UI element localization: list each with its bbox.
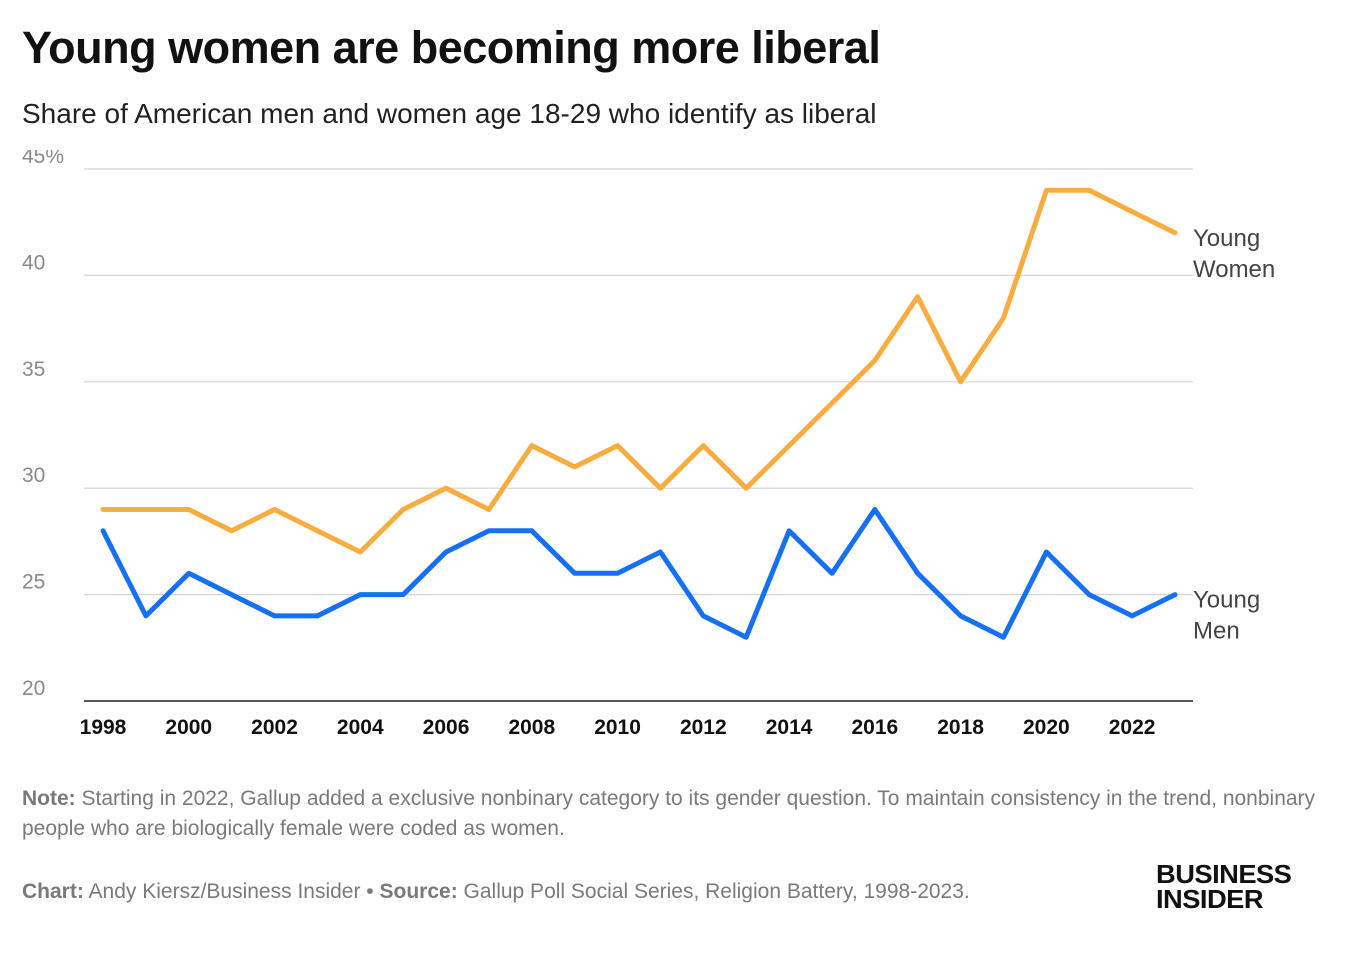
x-tick-label: 2018 <box>937 716 984 739</box>
series-line-young-women <box>100 187 1178 555</box>
x-axis: 1998 2000 2002 2004 2006 2008 2010 2012 2014 2016… <box>80 716 1156 739</box>
series-label-young-women: Young <box>1193 225 1260 252</box>
series-labels: Young Women Young Men <box>1193 225 1275 645</box>
x-tick-label: 2010 <box>594 716 641 739</box>
y-tick-label: 45% <box>22 150 64 168</box>
logo-line-1: BUSINESS <box>1156 859 1292 889</box>
x-tick-label: 2008 <box>508 716 555 739</box>
x-tick-label: 2014 <box>766 716 813 739</box>
source-text: Gallup Poll Social Series, Religion Batt… <box>457 880 970 903</box>
x-tick-label: 1998 <box>80 716 127 739</box>
series-label-young-men: Men <box>1193 618 1240 645</box>
gridlines <box>84 168 1193 702</box>
logo-line-2: INSIDER <box>1156 884 1264 914</box>
note-label: Note: <box>22 787 76 810</box>
chart-subtitle: Share of American men and women age 18-2… <box>22 98 877 129</box>
x-tick-label: 2006 <box>423 716 470 739</box>
series-label-young-men: Young <box>1193 587 1260 614</box>
chart-title: Young women are becoming more liberal <box>22 22 881 73</box>
series-label-young-women: Women <box>1193 256 1275 283</box>
source-label: Source: <box>379 880 458 903</box>
note-text: Starting in 2022, Gallup added a exclusi… <box>22 787 1316 840</box>
chart-credit: Chart: Andy Kiersz/Business Insider • So… <box>22 877 1322 907</box>
chart-credit-label: Chart: <box>22 880 84 903</box>
x-tick-label: 2020 <box>1023 716 1070 739</box>
y-tick-label: 35 <box>22 358 45 381</box>
y-tick-label: 30 <box>22 464 45 487</box>
x-tick-label: 2000 <box>165 716 212 739</box>
y-tick-label: 20 <box>22 677 45 700</box>
series-line-young-men <box>100 507 1178 640</box>
y-tick-label: 25 <box>22 571 45 594</box>
x-tick-label: 2016 <box>851 716 898 739</box>
chart-credit-text: Andy Kiersz/Business Insider • <box>83 880 380 903</box>
x-tick-label: 2004 <box>337 716 384 739</box>
business-insider-logo: BUSINESS INSIDER <box>1156 859 1292 914</box>
x-tick-label: 2022 <box>1109 716 1156 739</box>
y-axis: 20 25 30 35 40 45% <box>22 150 64 700</box>
x-tick-label: 2002 <box>251 716 298 739</box>
chart-note: Note: Starting in 2022, Gallup added a e… <box>22 784 1322 844</box>
series-lines <box>100 187 1178 640</box>
line-chart: 20 25 30 35 40 45% 1998 2000 2002 2004 2006 2008 20… <box>22 150 1275 739</box>
x-tick-label: 2012 <box>680 716 727 739</box>
y-tick-label: 40 <box>22 251 45 274</box>
